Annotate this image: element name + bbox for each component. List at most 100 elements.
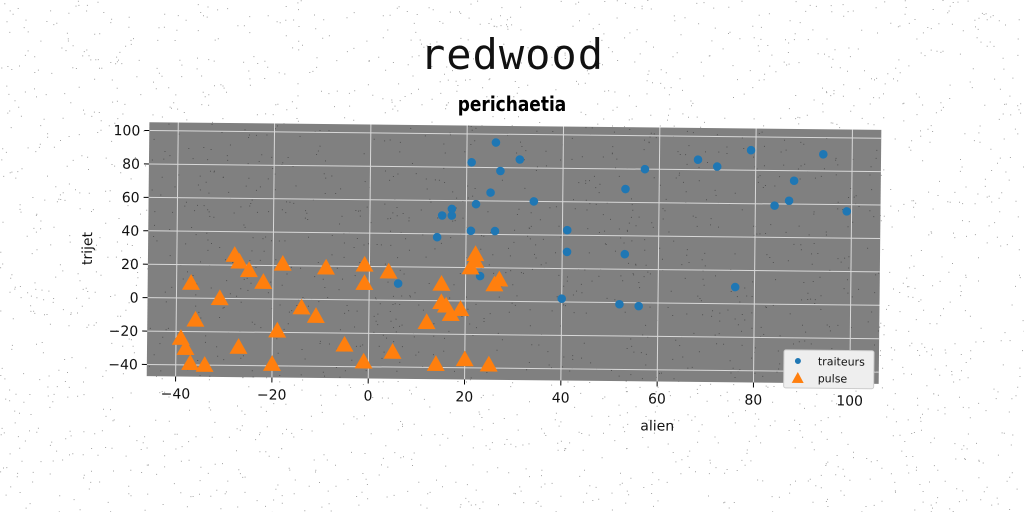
y-tick-label: 100 xyxy=(113,123,140,139)
grid-line-x xyxy=(849,129,853,384)
point-traiteurs xyxy=(784,196,794,206)
point-pulse xyxy=(306,307,325,323)
point-traiteurs xyxy=(620,249,630,259)
y-tick-label: 60 xyxy=(122,190,140,206)
point-pulse xyxy=(354,352,373,369)
point-traiteurs xyxy=(562,247,572,257)
point-traiteurs xyxy=(515,155,525,164)
y-axis-label: trijet xyxy=(80,231,96,265)
point-pulse xyxy=(441,305,460,322)
point-traiteurs xyxy=(490,226,500,236)
legend-box xyxy=(783,349,875,390)
x-axis-label: alien xyxy=(640,418,674,434)
point-traiteurs xyxy=(730,282,740,292)
point-pulse xyxy=(379,262,398,279)
x-tick-label: 80 xyxy=(744,392,762,408)
point-pulse xyxy=(268,321,287,338)
y-tick-label: 0 xyxy=(130,290,139,306)
point-traiteurs xyxy=(496,166,505,176)
grid-line-x xyxy=(752,128,757,383)
grid-line-y xyxy=(148,163,881,173)
point-pulse xyxy=(262,355,281,371)
point-traiteurs xyxy=(712,162,722,171)
x-tick-label: 0 xyxy=(364,388,373,404)
grid-line-y xyxy=(147,263,880,273)
legend-label-traiteurs: traiteurs xyxy=(818,355,865,368)
point-pulse xyxy=(417,313,436,330)
y-tick-label: 20 xyxy=(121,257,139,273)
point-pulse xyxy=(181,354,200,371)
chart-subtitle: perichaetia xyxy=(457,92,567,116)
point-pulse xyxy=(490,270,509,287)
point-pulse xyxy=(383,343,402,359)
point-traiteurs xyxy=(393,279,403,288)
x-tick-label: −40 xyxy=(161,386,191,402)
point-traiteurs xyxy=(447,211,457,220)
point-pulse xyxy=(426,355,445,372)
point-pulse xyxy=(181,274,200,290)
point-traiteurs xyxy=(615,299,624,309)
point-pulse xyxy=(451,300,470,317)
point-pulse xyxy=(355,274,374,291)
point-traiteurs xyxy=(789,176,799,186)
point-traiteurs xyxy=(447,204,457,214)
point-traiteurs xyxy=(770,201,779,210)
point-pulse xyxy=(176,339,195,356)
plot-area xyxy=(146,122,882,384)
point-traiteurs xyxy=(562,225,572,235)
x-tick-label: 60 xyxy=(648,391,666,407)
grid-line-y xyxy=(148,230,881,239)
point-pulse xyxy=(316,258,335,275)
point-traiteurs xyxy=(491,138,501,147)
point-pulse xyxy=(230,252,249,269)
point-traiteurs xyxy=(466,226,476,236)
point-pulse xyxy=(186,310,205,327)
point-traiteurs xyxy=(693,155,703,164)
legend-marker-traiteurs xyxy=(794,357,801,364)
grid-line-x xyxy=(367,124,372,379)
axes: −40 −20 0 20 40 60 80 100 −40 −20 0 20 40 60 80 100 alie… xyxy=(80,123,863,435)
point-pulse xyxy=(335,335,354,352)
point-traiteurs xyxy=(557,294,567,303)
grid-line-x xyxy=(464,125,468,380)
legend-marker-pulse xyxy=(791,371,804,384)
point-traiteurs xyxy=(842,207,852,216)
point-pulse xyxy=(466,251,485,268)
point-traiteurs xyxy=(529,197,539,206)
y-tick-label: −20 xyxy=(109,324,139,340)
chart-title: redwood xyxy=(419,30,604,79)
point-traiteurs xyxy=(746,145,756,155)
point-pulse xyxy=(355,255,374,272)
grid-line-y xyxy=(149,130,882,139)
y-tick-label: 40 xyxy=(121,224,139,240)
x-tick-label: −20 xyxy=(257,387,287,403)
point-pulse xyxy=(292,298,311,315)
point-traiteurs xyxy=(467,158,476,167)
point-pulse xyxy=(432,275,451,291)
point-pulse xyxy=(254,273,273,289)
grid-lines xyxy=(146,122,882,384)
grid-line-y xyxy=(148,196,881,206)
x-tick-label: 40 xyxy=(552,390,570,406)
point-pulse xyxy=(273,254,292,271)
point-traiteurs xyxy=(432,232,442,242)
grid-line-x xyxy=(560,126,565,381)
point-pulse xyxy=(210,289,229,306)
point-pulse xyxy=(239,261,258,278)
point-traiteurs xyxy=(621,184,630,194)
point-pulse xyxy=(455,350,474,367)
grid-line-y xyxy=(147,297,880,306)
point-traiteurs xyxy=(634,301,643,311)
legend-label-pulse: pulse xyxy=(818,372,848,385)
point-traiteurs xyxy=(486,188,495,197)
grid-line-x xyxy=(656,127,661,382)
y-tick-label: −40 xyxy=(108,357,138,373)
point-traiteurs xyxy=(640,164,650,174)
y-tick-label: 80 xyxy=(122,157,140,173)
x-tick-label: 20 xyxy=(455,389,473,405)
point-traiteurs xyxy=(471,199,481,209)
grid-line-x xyxy=(175,122,179,377)
point-pulse xyxy=(479,355,498,372)
point-pulse xyxy=(195,356,214,372)
